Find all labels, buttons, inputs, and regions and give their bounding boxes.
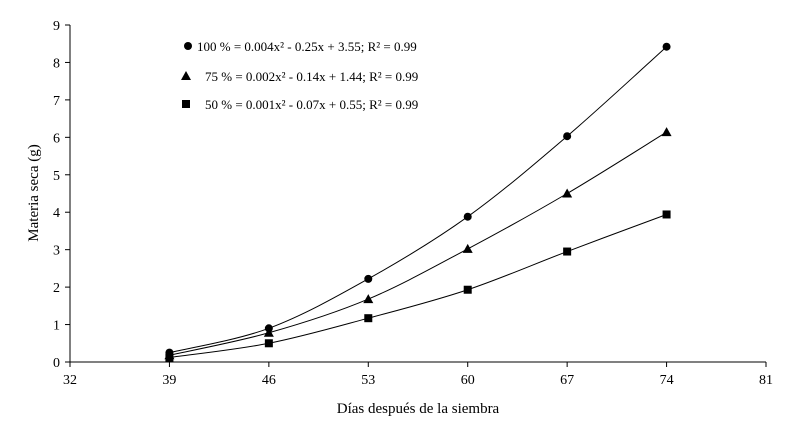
data-point-triangle	[263, 327, 274, 337]
y-axis-title: Materia seca (g)	[26, 144, 42, 241]
legend: 100 % = 0.004x² - 0.25x + 3.55; R² = 0.9…	[181, 39, 418, 112]
data-point-triangle	[562, 188, 573, 198]
x-tick-label: 67	[560, 373, 574, 388]
data-point-square	[463, 285, 472, 294]
fit-curve-square-series	[169, 214, 667, 359]
x-tick-label: 74	[660, 373, 674, 388]
y-tick-label: 2	[53, 281, 60, 296]
data-point-square	[165, 353, 174, 362]
y-tick-label: 1	[53, 319, 60, 334]
y-tick-label: 3	[53, 244, 60, 259]
data-point-triangle	[363, 294, 374, 304]
x-ticks: 32 39 46 53 60 67 74 81	[63, 362, 773, 388]
fit-curves	[169, 46, 667, 359]
data-point-square	[364, 314, 373, 323]
data-point-triangle	[661, 127, 672, 137]
legend-marker-square	[182, 100, 190, 108]
legend-marker-circle	[184, 42, 192, 50]
legend-entry-triangle: 75 % = 0.002x² - 0.14x + 1.44; R² = 0.99	[205, 69, 418, 84]
data-point-square	[662, 210, 671, 219]
legend-entry-circle: 100 % = 0.004x² - 0.25x + 3.55; R² = 0.9…	[197, 39, 417, 54]
data-point-triangle	[462, 243, 473, 253]
data-point-circle	[662, 42, 671, 51]
data-point-square	[563, 247, 572, 256]
x-axis-title: Días después de la siembra	[337, 401, 500, 417]
x-tick-label: 81	[759, 373, 773, 388]
y-tick-label: 4	[53, 206, 60, 221]
y-tick-label: 6	[53, 131, 60, 146]
data-point-square	[264, 339, 273, 348]
y-tick-label: 0	[53, 356, 60, 371]
legend-marker-triangle	[181, 71, 191, 80]
y-tick-label: 7	[53, 94, 60, 109]
x-tick-label: 39	[162, 373, 176, 388]
y-tick-label: 8	[53, 56, 60, 71]
y-ticks: 0 1 2 3 4 5 6 7 8 9	[53, 19, 70, 371]
x-tick-label: 60	[461, 373, 475, 388]
data-point-circle	[463, 212, 472, 221]
y-tick-label: 9	[53, 19, 60, 34]
legend-entry-square: 50 % = 0.001x² - 0.07x + 0.55; R² = 0.99	[205, 97, 418, 112]
y-tick-label: 5	[53, 169, 60, 184]
fit-curve-triangle-series	[169, 131, 667, 356]
data-point-circle	[563, 132, 572, 141]
data-point-circle	[364, 274, 373, 283]
axes	[69, 25, 766, 363]
x-tick-label: 53	[361, 373, 375, 388]
fit-curve-circle-series	[169, 46, 667, 354]
x-tick-label: 32	[63, 373, 77, 388]
x-tick-label: 46	[262, 373, 276, 388]
data-points	[164, 42, 672, 362]
